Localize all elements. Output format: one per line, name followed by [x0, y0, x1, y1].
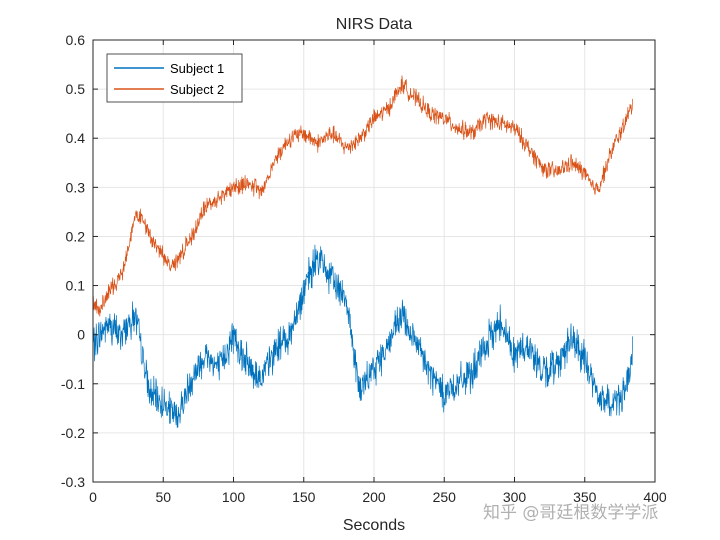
series-line-subject-2	[92, 75, 633, 317]
watermark-text: 知乎 @哥廷根数学学派	[483, 503, 659, 523]
y-tick-label: 0.1	[66, 278, 86, 294]
y-tick-label: 0.2	[66, 228, 86, 244]
y-tick-label: 0.5	[66, 81, 86, 97]
chart-title: NIRS Data	[336, 16, 413, 33]
legend-box	[106, 53, 243, 103]
x-tick-label: 300	[503, 489, 527, 505]
x-axis-label: Seconds	[343, 517, 405, 534]
x-tick-label: 200	[362, 489, 386, 505]
y-tick-label: 0	[77, 327, 85, 343]
x-tick-label: 350	[573, 489, 597, 505]
x-tick-label: 150	[292, 489, 316, 505]
legend: Subject 1 Subject 2	[106, 53, 243, 103]
y-tick-label: -0.2	[61, 425, 85, 441]
x-tick-label: 100	[222, 489, 246, 505]
x-tick-label: 250	[433, 489, 457, 505]
legend-label-subject-2: Subject 2	[170, 82, 224, 97]
y-tick-label: 0.3	[66, 179, 86, 195]
ticks: 0 50 100 150 200 250 300 350 400 -0.3 -0.2 -0.1 0 0.1…	[61, 32, 667, 505]
x-tick-label: 0	[89, 489, 97, 505]
legend-label-subject-1: Subject 1	[170, 61, 224, 76]
series-line-subject-1	[92, 244, 633, 428]
y-tick-label: -0.3	[61, 474, 85, 490]
y-tick-label: -0.1	[61, 376, 85, 392]
grid	[93, 40, 655, 482]
y-tick-label: 0.6	[66, 32, 86, 48]
x-tick-label: 400	[643, 489, 667, 505]
y-tick-label: 0.4	[66, 130, 86, 146]
x-tick-label: 50	[155, 489, 171, 505]
series-layer	[92, 75, 633, 428]
